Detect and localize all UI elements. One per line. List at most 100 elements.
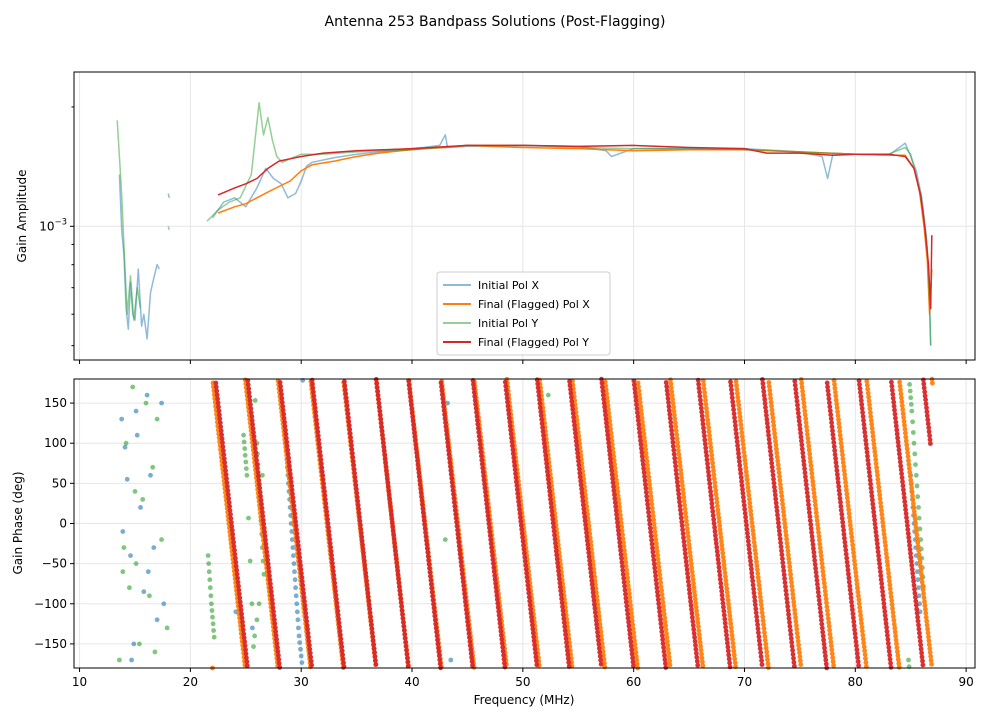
phase-point-final-y <box>726 652 732 658</box>
phase-point-final-x <box>661 603 666 609</box>
phase-point-final-y <box>274 637 279 642</box>
phase-point-final-x <box>751 539 757 545</box>
phase-point-final-x <box>790 591 796 597</box>
phase-point-final-y <box>840 519 846 525</box>
phase-point-initial-y <box>256 601 262 607</box>
phase-point-final-x <box>847 515 852 520</box>
phase-point-final-y <box>449 475 455 481</box>
phase-point-final-y <box>753 606 759 612</box>
phase-point-final-x <box>658 580 664 585</box>
phase-point-final-x <box>756 582 762 588</box>
phase-point-final-y <box>388 504 393 510</box>
phase-point-final-y <box>572 426 578 432</box>
phase-point-initial-y <box>123 440 129 446</box>
phase-point-final-y <box>604 428 610 434</box>
phase-point-final-y <box>906 539 912 544</box>
phase-point-final-y <box>449 479 455 485</box>
phase-point-final-y <box>229 524 235 529</box>
phase-point-final-y <box>785 604 791 609</box>
phase-point-final-y <box>371 646 377 651</box>
phase-point-final-y <box>854 651 860 656</box>
phase-point-final-x <box>818 553 824 559</box>
phase-point-final-y <box>926 425 932 431</box>
phase-point-final-y <box>506 411 512 417</box>
phase-point-final-y <box>230 535 236 541</box>
phase-point-final-y <box>285 451 291 457</box>
phase-point-final-y <box>562 628 568 634</box>
phase-point-final-y <box>403 639 408 645</box>
phase-point-final-y <box>432 617 438 623</box>
phase-point-final-y <box>312 401 318 407</box>
phase-point-final-y <box>903 511 909 516</box>
phase-point-final-y <box>526 590 532 596</box>
phase-point-final-x <box>641 431 647 437</box>
phase-point-final-x <box>682 506 688 512</box>
phase-point-final-y <box>696 385 702 391</box>
phase-point-final-y <box>322 493 328 498</box>
phase-point-final-y <box>799 446 805 452</box>
phase-point-final-x <box>730 640 736 646</box>
phase-point-final-y <box>694 658 700 664</box>
phase-point-final-y <box>265 561 271 567</box>
phase-point-final-y <box>879 581 885 586</box>
phase-point-final-x <box>810 482 816 488</box>
phase-point-final-y <box>496 613 502 618</box>
phase-point-final-y <box>250 422 256 427</box>
phase-point-final-y <box>299 571 304 576</box>
phase-point-final-x <box>827 631 833 637</box>
phase-point-final-y <box>396 576 401 581</box>
phase-point-final-y <box>458 555 463 561</box>
phase-point-final-y <box>736 455 742 460</box>
phase-point-final-x <box>616 497 621 502</box>
phase-point-final-y <box>557 584 563 590</box>
phase-point-final-x <box>918 567 924 573</box>
phase-point-final-y <box>326 529 332 534</box>
phase-point-final-y <box>812 562 818 567</box>
phase-point-final-y <box>895 439 901 445</box>
phase-point-final-x <box>731 652 737 658</box>
phase-point-initial-x <box>448 657 454 663</box>
phase-x-ticks: 10 20 30 40 50 60 70 80 90 <box>72 668 974 689</box>
phase-point-final-y <box>809 530 814 535</box>
phase-point-final-x <box>737 410 742 416</box>
phase-point-final-x <box>910 497 916 503</box>
phase-point-final-x <box>734 387 740 392</box>
phase-point-final-x <box>732 656 738 662</box>
phase-point-final-y <box>491 569 497 574</box>
phase-point-final-y <box>870 497 875 503</box>
phase-point-final-x <box>908 481 914 487</box>
phase-point-final-y <box>483 489 488 495</box>
phase-point-final-x <box>793 615 798 620</box>
phase-point-final-y <box>788 628 793 633</box>
phase-point-final-y <box>315 429 321 435</box>
phase-point-final-x <box>928 658 934 663</box>
phase-point-final-y <box>727 660 732 666</box>
phase-point-final-y <box>435 641 441 647</box>
phase-point-final-y <box>711 521 717 526</box>
phase-point-final-y <box>424 538 429 543</box>
phase-point-final-x <box>863 656 868 661</box>
phase-x-tick-label: 40 <box>404 675 419 689</box>
phase-point-final-y <box>327 536 333 542</box>
phase-point-final-y <box>248 410 254 415</box>
phase-point-final-y <box>895 435 900 441</box>
phase-point-final-x <box>835 409 840 415</box>
phase-point-final-x <box>844 495 850 501</box>
phase-point-final-x <box>649 498 654 503</box>
phase-point-final-x <box>914 528 919 534</box>
phase-point-final-y <box>846 571 851 577</box>
phase-point-final-x <box>754 563 760 569</box>
phase-point-final-x <box>833 393 839 399</box>
phase-point-final-y <box>646 513 652 519</box>
phase-point-final-y <box>815 589 821 595</box>
phase-point-final-y <box>368 614 373 620</box>
phase-point-final-x <box>791 599 797 605</box>
phase-point-final-x <box>891 621 897 627</box>
phase-point-final-y <box>238 607 244 613</box>
phase-point-final-x <box>657 576 663 582</box>
phase-point-final-x <box>807 455 813 461</box>
phase-point-final-x <box>728 621 734 626</box>
phase-point-final-x <box>767 388 773 393</box>
phase-point-final-y <box>559 596 564 602</box>
phase-point-initial-y <box>117 657 122 663</box>
